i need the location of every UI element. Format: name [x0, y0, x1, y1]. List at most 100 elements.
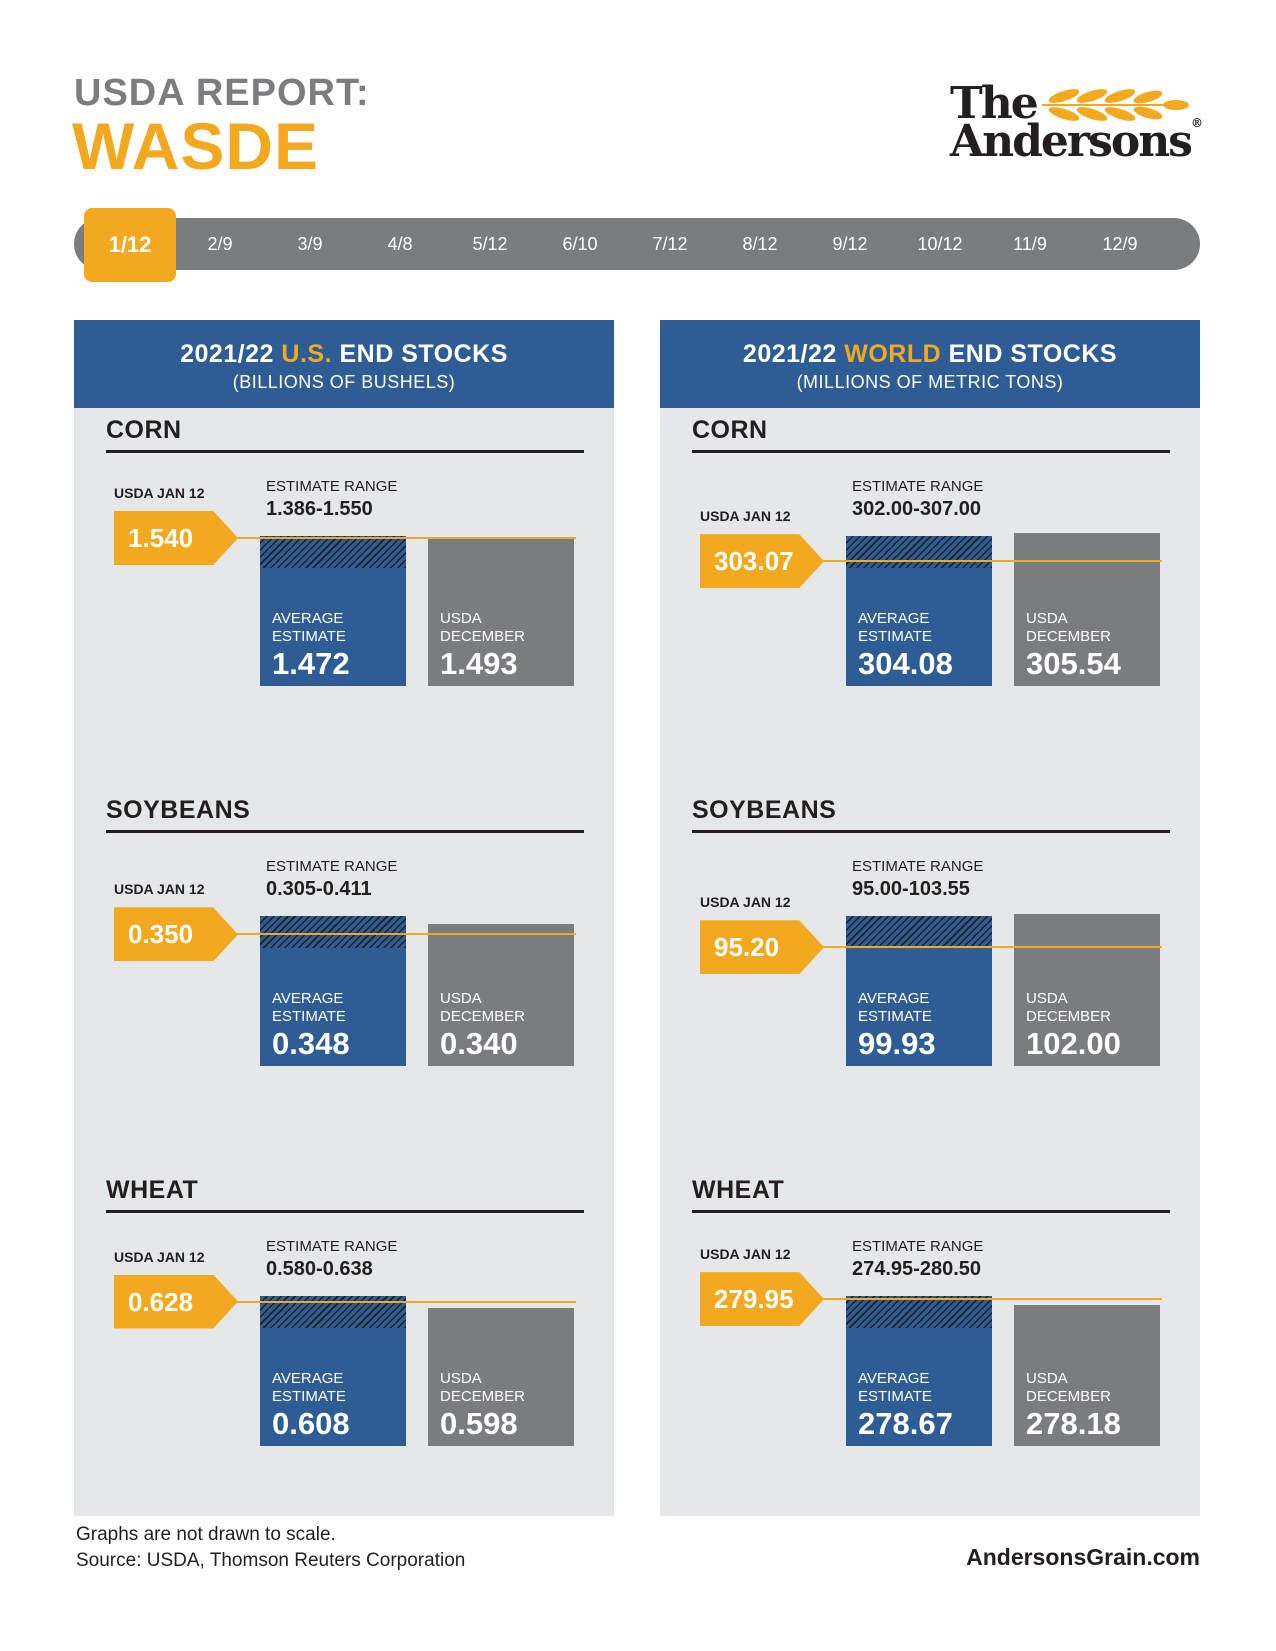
average-estimate-label: AVERAGE ESTIMATE: [272, 610, 346, 646]
usda-december-value: 1.493: [440, 646, 518, 681]
average-estimate-label-line-2: ESTIMATE: [272, 1008, 346, 1025]
panel-title-post: END STOCKS: [941, 340, 1118, 368]
crop-divider: [692, 450, 1170, 453]
usda-jan-label: USDA JAN 12: [700, 1246, 791, 1263]
usda-december-value: 278.18: [1026, 1406, 1121, 1441]
timeline-item[interactable]: 2/9: [207, 234, 233, 254]
estimate-range-label: ESTIMATE RANGE: [852, 1238, 984, 1255]
estimate-range-value: 274.95-280.50: [852, 1258, 982, 1280]
estimate-range-value: 1.386-1.550: [266, 498, 373, 520]
report-label: USDA REPORT:: [74, 72, 370, 114]
logo-line-2: Andersons®: [950, 116, 1203, 167]
average-estimate-value: 0.348: [272, 1026, 350, 1061]
timeline-item[interactable]: 11/9: [1013, 234, 1047, 254]
timeline-item[interactable]: 6/10: [562, 234, 598, 254]
usda-jan-label: USDA JAN 12: [114, 881, 205, 898]
website-link[interactable]: AndersonsGrain.com: [966, 1544, 1200, 1570]
estimate-range-hatch: [846, 916, 992, 948]
timeline-item[interactable]: 8/12: [742, 234, 778, 254]
usda-jan-value: 0.350: [114, 907, 238, 962]
estimate-range-hatch: [260, 536, 406, 568]
timeline-item[interactable]: 9/12: [832, 234, 868, 254]
usda-december-label: USDA DECEMBER: [1026, 610, 1111, 646]
timeline-track: [74, 218, 1200, 270]
panel-header: 2021/22 WORLD END STOCKS (MILLIONS OF MET…: [660, 320, 1200, 408]
usda-jan-value: 95.20: [700, 920, 824, 975]
panel-subtitle: (BILLIONS OF BUSHELS): [232, 372, 456, 392]
average-estimate-label-line-2: ESTIMATE: [858, 1008, 932, 1025]
usda-jan-marker-line: [810, 1298, 1162, 1301]
timeline-item[interactable]: 4/8: [387, 234, 413, 254]
footnote-scale: Graphs are not drawn to scale.: [76, 1524, 336, 1545]
average-estimate-value: 304.08: [858, 646, 953, 681]
average-estimate-label-line-2: ESTIMATE: [272, 1388, 346, 1405]
usda-jan-label: USDA JAN 12: [114, 484, 205, 501]
timeline-item[interactable]: 7/12: [652, 234, 688, 254]
usda-jan-label: USDA JAN 12: [114, 1248, 205, 1265]
panel-header: 2021/22 U.S. END STOCKS (BILLIONS OF BUSH…: [74, 320, 614, 408]
usda-december-label: USDA DECEMBER: [1026, 1370, 1111, 1406]
usda-december-value: 305.54: [1026, 646, 1121, 681]
usda-december-bar: [428, 1308, 574, 1446]
timeline-item[interactable]: 1/12: [84, 208, 176, 282]
usda-jan-marker-line: [224, 1300, 576, 1303]
usda-december-label-line-2: DECEMBER: [440, 628, 526, 645]
footnote-source: Source: USDA, Thomson Reuters Corporatio…: [76, 1550, 466, 1571]
timeline-item[interactable]: 10/12: [917, 234, 963, 254]
panel-title-pre: 2021/22: [742, 340, 845, 368]
crop-name: WHEAT: [106, 1176, 199, 1204]
usda-december-label: USDA DECEMBER: [1026, 990, 1111, 1026]
average-estimate-label-line-1: AVERAGE: [272, 610, 344, 627]
average-estimate-label-line-1: AVERAGE: [858, 1370, 930, 1387]
average-estimate-label: AVERAGE ESTIMATE: [272, 990, 346, 1026]
usda-december-label-line-2: DECEMBER: [1026, 628, 1112, 645]
average-estimate-label-line-2: ESTIMATE: [858, 628, 932, 645]
usda-december-label-line-1: USDA: [440, 610, 482, 627]
average-estimate-label: AVERAGE ESTIMATE: [272, 1370, 346, 1406]
average-estimate-label-line-1: AVERAGE: [858, 990, 930, 1007]
logo-line-1: The: [950, 78, 1039, 129]
usda-december-label-line-2: DECEMBER: [440, 1008, 526, 1025]
usda-december-label: USDA DECEMBER: [440, 990, 525, 1026]
estimate-range-value: 0.305-0.411: [266, 878, 372, 900]
average-estimate-value: 1.472: [272, 646, 350, 681]
crop-divider: [692, 830, 1170, 833]
estimate-range-hatch: [846, 1296, 992, 1328]
usda-jan-marker-line: [810, 560, 1162, 563]
average-estimate-label-line-2: ESTIMATE: [272, 628, 346, 645]
timeline-item[interactable]: 5/12: [472, 234, 508, 254]
average-estimate-value: 99.93: [858, 1026, 936, 1061]
usda-december-bar: [428, 538, 574, 686]
usda-jan-value: 279.95: [700, 1272, 824, 1327]
usda-december-label-line-2: DECEMBER: [1026, 1008, 1112, 1025]
usda-december-label-line-1: USDA: [1026, 1370, 1068, 1387]
crop-divider: [106, 1210, 584, 1213]
usda-jan-marker-line: [810, 946, 1162, 949]
average-estimate-label: AVERAGE ESTIMATE: [858, 990, 932, 1026]
estimate-range-label: ESTIMATE RANGE: [852, 858, 984, 875]
timeline-item[interactable]: 12/9: [1102, 234, 1138, 254]
average-estimate-label: AVERAGE ESTIMATE: [858, 1370, 932, 1406]
usda-december-label: USDA DECEMBER: [440, 610, 525, 646]
usda-jan-label: USDA JAN 12: [700, 508, 791, 525]
average-estimate-label: AVERAGE ESTIMATE: [858, 610, 932, 646]
panel-title-highlight: U.S.: [281, 340, 333, 368]
crop-name: SOYBEANS: [106, 796, 251, 824]
usda-december-value: 102.00: [1026, 1026, 1121, 1061]
timeline-item[interactable]: 3/9: [297, 234, 323, 254]
usda-jan-marker-line: [224, 536, 576, 539]
usda-december-bar: [1014, 1305, 1160, 1446]
usda-jan-value: 303.07: [700, 534, 824, 589]
average-estimate-label-line-1: AVERAGE: [858, 610, 930, 627]
crop-divider: [692, 1210, 1170, 1213]
usda-jan-value: 0.628: [114, 1274, 238, 1329]
crop-name: SOYBEANS: [692, 796, 837, 824]
average-estimate-label-line-1: AVERAGE: [272, 1370, 344, 1387]
average-estimate-value: 278.67: [858, 1406, 953, 1441]
panel-title-pre: 2021/22: [180, 340, 282, 368]
estimate-range-hatch: [846, 536, 992, 568]
report-title: WASDE: [72, 109, 320, 183]
usda-december-label: USDA DECEMBER: [440, 1370, 525, 1406]
usda-jan-marker-line: [224, 933, 576, 936]
usda-december-label-line-1: USDA: [1026, 610, 1068, 627]
